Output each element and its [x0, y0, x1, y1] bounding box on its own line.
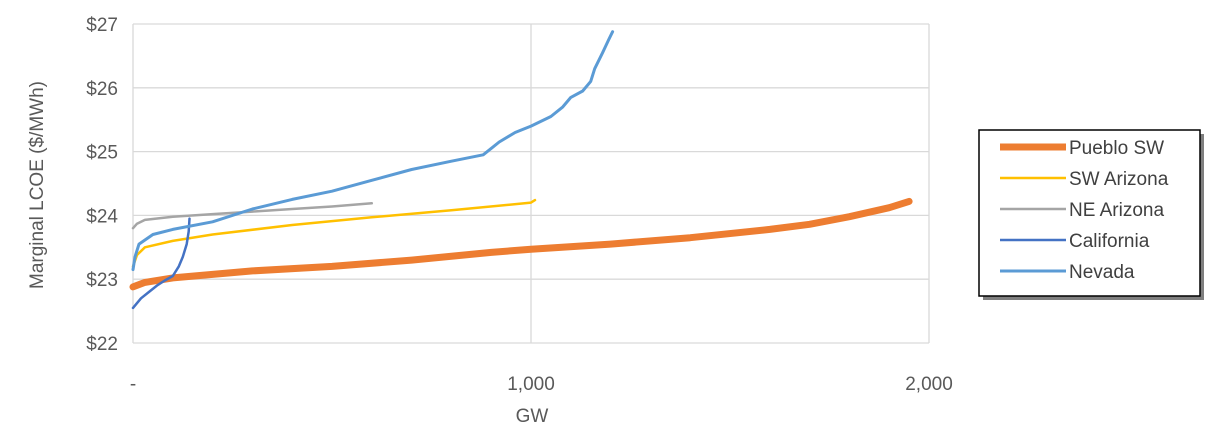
legend-label: SW Arizona: [1069, 169, 1169, 190]
x-axis-title: GW: [516, 406, 549, 427]
series-line-pueblo-sw: [129, 197, 913, 291]
legend: Pueblo SW SW Arizona NE Arizona California N…: [978, 129, 1204, 300]
legend-label: Nevada: [1069, 262, 1135, 283]
series-line-california: [131, 217, 191, 310]
series-lines: [129, 30, 913, 310]
legend-label: NE Arizona: [1069, 200, 1164, 221]
y-tick-label: $25: [86, 143, 118, 164]
x-tick-label: 1,000: [507, 374, 555, 395]
legend-box: [978, 129, 1201, 297]
x-axis-ticks: - 1,000 2,000: [130, 374, 953, 395]
y-tick-label: $27: [86, 15, 118, 36]
y-axis-title: Marginal LCOE ($/MWh): [27, 81, 48, 289]
y-tick-label: $24: [86, 206, 118, 227]
y-tick-label: $22: [86, 334, 118, 355]
series-line-sw-arizona: [131, 198, 537, 268]
series-line-nevada: [131, 30, 615, 272]
y-tick-label: $23: [86, 270, 118, 291]
y-tick-label: $26: [86, 79, 118, 100]
legend-label: California: [1069, 231, 1150, 252]
y-axis-ticks: $22 $23 $24 $25 $26 $27: [86, 15, 118, 355]
legend-label: Pueblo SW: [1069, 138, 1164, 159]
series-line-ne-arizona: [131, 202, 374, 230]
x-tick-label: 2,000: [905, 374, 953, 395]
gridlines: [132, 23, 930, 344]
x-tick-label: -: [130, 374, 136, 395]
legend-items: Pueblo SW SW Arizona NE Arizona California N…: [1000, 138, 1169, 283]
